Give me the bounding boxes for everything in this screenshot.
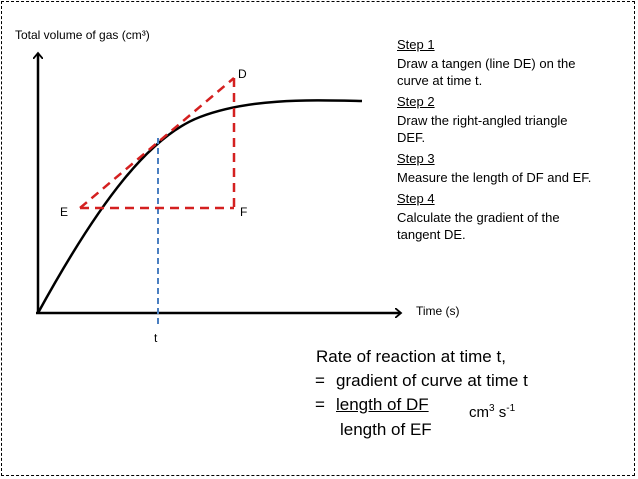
t-label: t — [154, 331, 158, 345]
formula-equals-2: = — [315, 395, 325, 414]
unit-exp-1: 3 — [489, 403, 495, 414]
volume-curve — [36, 99, 363, 314]
step-3-text: Measure the length of DF and EF. — [397, 170, 592, 185]
y-axis-label: Total volume of gas (cm³) — [15, 28, 150, 42]
step-3-heading: Step 3 — [397, 151, 435, 166]
formula-unit: cm3 s-1 — [469, 398, 515, 424]
step-4-heading: Step 4 — [397, 191, 435, 206]
point-E-label: E — [60, 205, 69, 219]
step-1-heading: Step 1 — [397, 37, 435, 52]
unit-mid: s — [494, 404, 507, 421]
steps-list: Step 1 Draw a tangen (line DE) on the cu… — [397, 36, 629, 247]
formula-denominator: length of EF — [340, 420, 432, 439]
formula-numerator: length of DF — [336, 395, 429, 414]
step-1-text: Draw a tangen (line DE) on the curve at … — [397, 56, 576, 88]
formula-equals-1: = — [315, 371, 325, 390]
formula-line-1: Rate of reaction at time t, — [316, 347, 506, 366]
step-2-heading: Step 2 — [397, 94, 435, 109]
point-F-label: F — [240, 205, 248, 219]
step-2-text: Draw the right-angled triangle DEF. — [397, 113, 568, 145]
unit-exp-2: -1 — [506, 403, 516, 414]
unit-base: cm — [469, 404, 489, 421]
point-D-label: D — [238, 67, 247, 81]
formula-line-2: gradient of curve at time t — [336, 371, 528, 390]
x-axis-label: Time (s) — [416, 304, 460, 318]
tangent-line-DE — [79, 77, 235, 209]
step-4-text: Calculate the gradient of the tangent DE… — [397, 210, 560, 242]
